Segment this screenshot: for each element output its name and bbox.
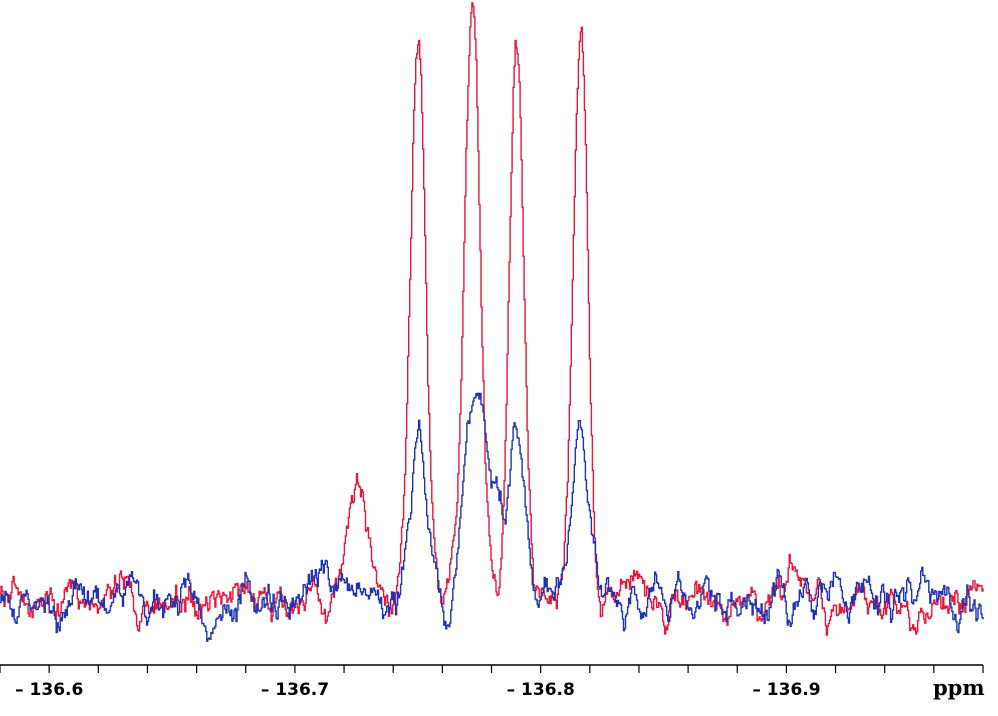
- blue-spectrum-line: [0, 392, 984, 642]
- x-axis: – 136.6 – 136.7 – 136.8 – 136.9: [0, 664, 984, 700]
- x-axis-unit-label: ppm: [933, 675, 985, 700]
- spectrum-lines: [0, 2, 984, 642]
- x-tick-label: – 136.8: [507, 680, 575, 700]
- x-tick-label: – 136.7: [261, 680, 329, 700]
- x-tick-label: – 136.6: [15, 680, 83, 700]
- x-tick-label: – 136.9: [752, 680, 820, 700]
- red-spectrum-line: [0, 2, 984, 636]
